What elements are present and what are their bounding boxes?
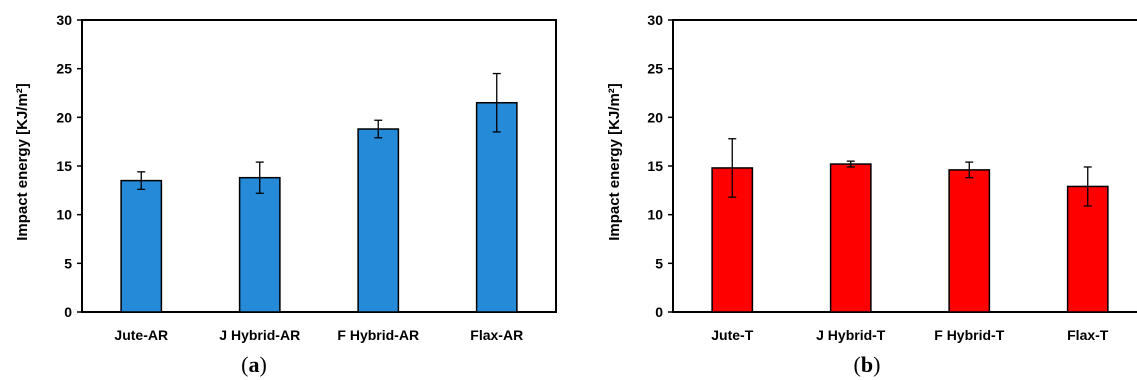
chart-b-category-label: Flax-T (1067, 327, 1109, 343)
chart-a-ytick-label: 20 (56, 109, 72, 125)
chart-b-ytick-label: 10 (647, 207, 663, 223)
chart-a-category-label: J Hybrid-AR (219, 327, 300, 343)
chart-b: 0 5 10 15 20 25 30 Jute-T J Hybrid-T F Hybrid-T Fl… (606, 12, 1137, 377)
chart-b-ytick-label: 20 (647, 109, 663, 125)
chart-b-category-label: Jute-T (711, 327, 753, 343)
chart-b-bar (948, 169, 991, 313)
chart-b-panel-letter: b (861, 352, 873, 377)
chart-a-bar (475, 101, 518, 313)
chart-a-ytick-label: 30 (56, 12, 72, 28)
chart-b-bar (829, 163, 872, 313)
chart-b-ytick-label: 0 (655, 304, 663, 320)
chart-b-bar (1066, 185, 1109, 313)
chart-a-ytick-label: 25 (56, 61, 72, 77)
chart-a-panel-label: (a) (241, 352, 267, 377)
chart-a-category-label: Jute-AR (114, 327, 168, 343)
chart-a-ytick-label: 5 (64, 255, 72, 271)
chart-b-ytick-label: 30 (647, 12, 663, 28)
chart-a-bar (238, 176, 281, 313)
chart-b-ytick-label: 25 (647, 61, 663, 77)
chart-b-ytick-label: 15 (647, 158, 663, 174)
chart-b-panel-label: (b) (854, 352, 881, 377)
chart-a-category-label: Flax-AR (470, 327, 523, 343)
chart-a-ytick-label: 0 (64, 304, 72, 320)
chart-b-ytick-label: 5 (655, 255, 663, 271)
chart-a: 0 5 10 15 20 25 30 Jute-AR J Hybrid-AR F Hybrid-A… (14, 12, 557, 377)
chart-b-ylabel: Impact energy [KJ/m²] (606, 83, 623, 241)
chart-a-bar (357, 128, 400, 313)
chart-a-ytick-label: 15 (56, 158, 72, 174)
chart-a-bar (120, 179, 163, 313)
chart-a-category-label: F Hybrid-AR (337, 327, 419, 343)
chart-b-plot: 0 5 10 15 20 25 30 Jute-T J Hybrid-T F Hybrid-T Fl… (647, 12, 1137, 343)
chart-b-category-label: J Hybrid-T (816, 327, 886, 343)
chart-a-panel-letter: a (249, 352, 260, 377)
chart-a-plot: 0 5 10 15 20 25 30 Jute-AR J Hybrid-AR F Hybrid-A… (56, 12, 557, 343)
chart-b-category-label: F Hybrid-T (934, 327, 1004, 343)
chart-a-ytick-label: 10 (56, 207, 72, 223)
chart-a-ylabel: Impact energy [KJ/m²] (14, 83, 31, 241)
